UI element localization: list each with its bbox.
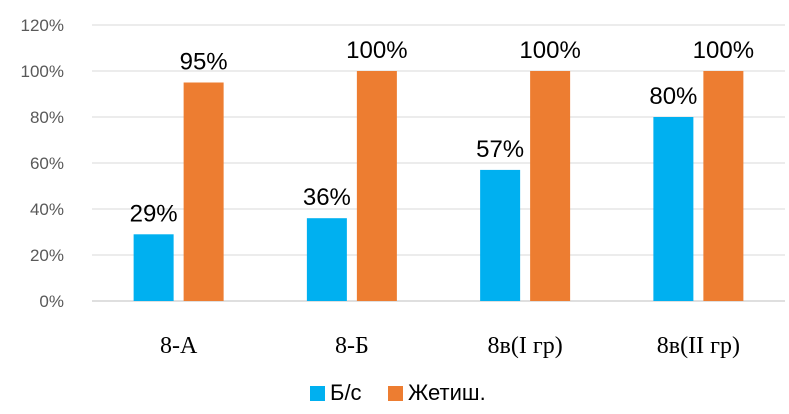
data-label: 80% [649,83,697,110]
legend-label: Жетиш. [408,380,486,405]
y-tick-label: 80% [30,108,64,127]
x-tick-label: 8-А [160,333,198,359]
bar [480,169,521,301]
bar [653,117,694,301]
data-label: 29% [130,200,178,227]
data-label: 57% [476,136,524,163]
y-tick-label: 100% [21,62,64,81]
bar [133,234,174,301]
x-tick-label: 8в(I гр) [488,333,563,359]
data-label: 100% [693,37,754,64]
x-tick-label: 8-Б [335,333,369,359]
data-label: 95% [180,49,228,76]
x-tick-label: 8в(II гр) [657,333,740,359]
y-tick-label: 20% [30,246,64,265]
bar [306,218,347,301]
bar [183,82,224,301]
data-label: 36% [303,184,351,211]
y-tick-label: 120% [21,16,64,35]
y-tick-label: 0% [39,292,64,311]
bar [530,71,571,301]
legend-swatch [388,386,403,401]
bar [356,71,397,301]
data-label: 100% [346,37,407,64]
y-tick-label: 60% [30,154,64,173]
bar [703,71,744,301]
legend-swatch [310,386,325,401]
y-tick-label: 40% [30,200,64,219]
legend-label: Б/с [330,380,362,405]
data-label: 100% [519,37,580,64]
